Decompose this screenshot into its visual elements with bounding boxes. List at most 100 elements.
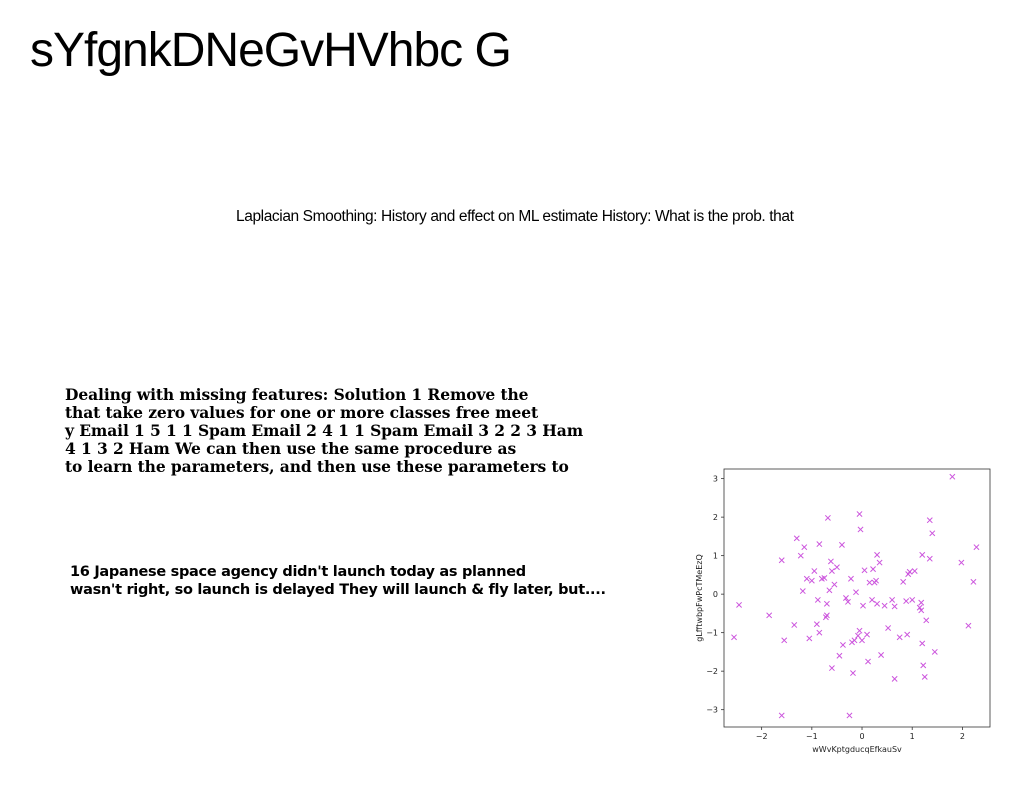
scatter-point [878,652,885,658]
y-tick-label: −3 [706,706,718,715]
scatter-point [891,603,898,610]
scatter-point [781,637,788,644]
scatter-point [778,557,785,564]
scatter-point [778,712,785,719]
scatter-point [876,559,883,566]
text-line: that take zero values for one or more cl… [65,403,539,422]
scatter-point [904,631,911,638]
scatter-point [848,575,854,582]
scatter-point [889,596,896,603]
scatter-point [766,612,773,619]
scatter-point [918,599,925,606]
scatter-point [918,607,925,614]
x-tick-label: 1 [910,732,915,741]
scatter-point [793,535,800,542]
scatter-point [881,602,888,609]
text-line: 4 1 3 2 Ham We can then use the same pro… [65,439,517,458]
scatter-point [827,558,834,565]
scatter-point [860,602,866,609]
scatter-point [833,564,840,571]
scatter-point [822,614,829,621]
plot-frame [723,468,991,728]
scatter-point [970,578,977,585]
scatter-point [973,544,980,551]
scatter-point [851,637,858,644]
scatter-point [803,575,810,582]
x-tick-label: −2 [756,732,768,741]
scatter-point [896,634,903,641]
scatter-point [911,568,918,574]
x-axis-label: wWvKptgducqEfkauSv [812,745,902,754]
text-line: y Email 1 5 1 1 Spam Email 2 4 1 1 Spam … [65,421,584,440]
scatter-point [926,517,933,524]
scatter-point [926,555,933,562]
scatter-point [919,551,926,558]
scatter-point [813,621,820,628]
scatter-point [920,662,927,669]
scatter-point [853,589,859,596]
x-tick-label: −1 [806,732,818,741]
scatter-point [861,567,868,574]
scatter-point [799,588,806,595]
scatter-point [900,578,907,585]
scatter-point [821,575,828,581]
y-tick-label: −1 [706,629,718,638]
scatter-point [874,600,881,607]
axis-ticks: −2 −1 0 1 2 −3 −2 −1 0 1 2 3 [706,475,965,741]
scatter-point [864,631,870,638]
scatter-point [846,712,853,719]
scatter-plot-svg: −2 −1 0 1 2 −3 −2 −1 0 1 2 3 wWvKptgducqEfkauSv gLf… [695,468,991,754]
scatter-point [906,568,913,575]
scatter-point [958,559,965,566]
scatter-point [865,658,871,665]
scatter-point [845,598,851,605]
scatter-point [814,596,821,603]
scatter-point [965,622,972,629]
scatter-chart: −2 −1 0 1 2 −3 −2 −1 0 1 2 3 wWvKptgducqEfkauSv gLf… [690,462,1000,762]
y-tick-label: −2 [706,667,718,676]
scatter-point [921,673,928,680]
scatter-point [856,511,863,518]
scatter-point [791,622,798,628]
scatter-point [816,629,823,636]
scatter-point [866,579,873,586]
scatter-point [816,541,823,548]
text-line: wasn't right, so launch is delayed They … [70,582,606,598]
scatter-point [885,625,892,631]
scatter-point [929,530,936,537]
scatter-point [870,566,877,573]
scatter-point [873,577,880,584]
scatter-point [891,675,898,682]
scatter-point [823,612,830,619]
scatter-point [919,640,926,647]
missing-features-paragraph: Dealing with missing features: Solution … [65,386,583,476]
scatter-point [823,600,830,607]
scatter-point [797,552,804,559]
x-tick-label: 0 [859,732,864,741]
scatter-point [731,634,737,641]
scatter-point [808,577,815,584]
scatter-point [811,568,818,574]
y-tick-label: 3 [713,475,718,484]
scatter-point [869,596,876,603]
scatter-point [931,648,938,655]
scatter-point [806,635,813,642]
text-line: 16 Japanese space agency didn't launch t… [70,564,526,580]
scatter-point [839,642,846,648]
scatter-point [828,568,835,574]
y-tick-label: 2 [713,513,718,522]
scatter-point [874,551,881,558]
scatter-point [828,665,835,672]
scatter-point [859,637,865,644]
scatter-point [831,581,838,588]
data-points [731,473,980,719]
scatter-point [736,601,743,608]
scatter-point [801,544,808,551]
x-tick-label: 2 [960,732,965,741]
text-line: to learn the parameters, and then use th… [65,457,569,476]
scatter-point [824,514,831,521]
scatter-point [843,595,849,601]
scatter-point [923,617,930,624]
y-tick-label: 0 [713,590,718,599]
scatter-point [836,652,843,659]
